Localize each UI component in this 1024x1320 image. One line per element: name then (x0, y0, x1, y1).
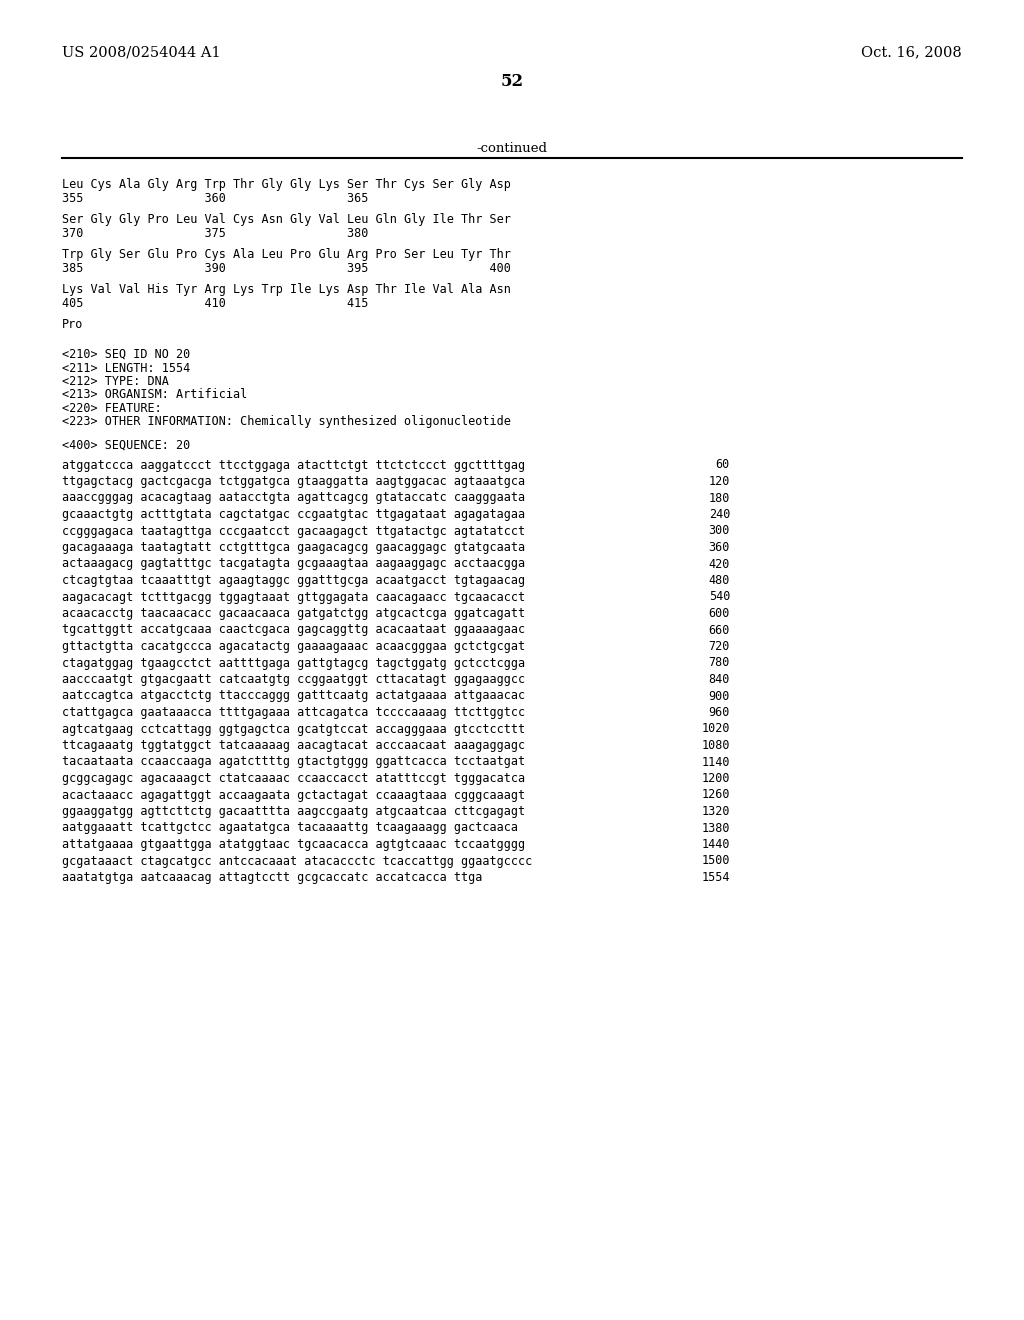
Text: <212> TYPE: DNA: <212> TYPE: DNA (62, 375, 169, 388)
Text: Trp Gly Ser Glu Pro Cys Ala Leu Pro Glu Arg Pro Ser Leu Tyr Thr: Trp Gly Ser Glu Pro Cys Ala Leu Pro Glu … (62, 248, 511, 261)
Text: ctagatggag tgaagcctct aattttgaga gattgtagcg tagctggatg gctcctcgga: ctagatggag tgaagcctct aattttgaga gattgta… (62, 656, 525, 669)
Text: -continued: -continued (476, 141, 548, 154)
Text: <210> SEQ ID NO 20: <210> SEQ ID NO 20 (62, 348, 190, 360)
Text: 1020: 1020 (701, 722, 730, 735)
Text: atggatccca aaggatccct ttcctggaga atacttctgt ttctctccct ggcttttgag: atggatccca aaggatccct ttcctggaga atacttc… (62, 458, 525, 471)
Text: aagacacagt tctttgacgg tggagtaaat gttggagata caacagaacc tgcaacacct: aagacacagt tctttgacgg tggagtaaat gttggag… (62, 590, 525, 603)
Text: ggaaggatgg agttcttctg gacaatttta aagccgaatg atgcaatcaa cttcgagagt: ggaaggatgg agttcttctg gacaatttta aagccga… (62, 805, 525, 818)
Text: 1380: 1380 (701, 821, 730, 834)
Text: ctcagtgtaa tcaaatttgt agaagtaggc ggatttgcga acaatgacct tgtagaacag: ctcagtgtaa tcaaatttgt agaagtaggc ggatttg… (62, 574, 525, 587)
Text: 60: 60 (716, 458, 730, 471)
Text: <223> OTHER INFORMATION: Chemically synthesized oligonucleotide: <223> OTHER INFORMATION: Chemically synt… (62, 416, 511, 429)
Text: aaatatgtga aatcaaacag attagtcctt gcgcaccatc accatcacca ttga: aaatatgtga aatcaaacag attagtcctt gcgcacc… (62, 871, 482, 884)
Text: aacccaatgt gtgacgaatt catcaatgtg ccggaatggt cttacatagt ggagaaggcc: aacccaatgt gtgacgaatt catcaatgtg ccggaat… (62, 673, 525, 686)
Text: 370                 375                 380: 370 375 380 (62, 227, 369, 240)
Text: 240: 240 (709, 508, 730, 521)
Text: 960: 960 (709, 706, 730, 719)
Text: Ser Gly Gly Pro Leu Val Cys Asn Gly Val Leu Gln Gly Ile Thr Ser: Ser Gly Gly Pro Leu Val Cys Asn Gly Val … (62, 213, 511, 226)
Text: ccgggagaca taatagttga cccgaatcct gacaagagct ttgatactgc agtatatcct: ccgggagaca taatagttga cccgaatcct gacaaga… (62, 524, 525, 537)
Text: gacagaaaga taatagtatt cctgtttgca gaagacagcg gaacaggagc gtatgcaata: gacagaaaga taatagtatt cctgtttgca gaagaca… (62, 541, 525, 554)
Text: 540: 540 (709, 590, 730, 603)
Text: <400> SEQUENCE: 20: <400> SEQUENCE: 20 (62, 440, 190, 451)
Text: <213> ORGANISM: Artificial: <213> ORGANISM: Artificial (62, 388, 247, 401)
Text: tacaataata ccaaccaaga agatcttttg gtactgtggg ggattcacca tcctaatgat: tacaataata ccaaccaaga agatcttttg gtactgt… (62, 755, 525, 768)
Text: 600: 600 (709, 607, 730, 620)
Text: Oct. 16, 2008: Oct. 16, 2008 (861, 45, 962, 59)
Text: 52: 52 (501, 74, 523, 91)
Text: 355                 360                 365: 355 360 365 (62, 191, 369, 205)
Text: agtcatgaag cctcattagg ggtgagctca gcatgtccat accagggaaa gtcctccttt: agtcatgaag cctcattagg ggtgagctca gcatgtc… (62, 722, 525, 735)
Text: 405                 410                 415: 405 410 415 (62, 297, 369, 310)
Text: Lys Val Val His Tyr Arg Lys Trp Ile Lys Asp Thr Ile Val Ala Asn: Lys Val Val His Tyr Arg Lys Trp Ile Lys … (62, 282, 511, 296)
Text: 1140: 1140 (701, 755, 730, 768)
Text: ttcagaaatg tggtatggct tatcaaaaag aacagtacat acccaacaat aaagaggagc: ttcagaaatg tggtatggct tatcaaaaag aacagta… (62, 739, 525, 752)
Text: 385                 390                 395                 400: 385 390 395 400 (62, 261, 511, 275)
Text: 720: 720 (709, 640, 730, 653)
Text: Pro: Pro (62, 318, 83, 331)
Text: 840: 840 (709, 673, 730, 686)
Text: 1080: 1080 (701, 739, 730, 752)
Text: Leu Cys Ala Gly Arg Trp Thr Gly Gly Lys Ser Thr Cys Ser Gly Asp: Leu Cys Ala Gly Arg Trp Thr Gly Gly Lys … (62, 178, 511, 191)
Text: gcggcagagc agacaaagct ctatcaaaac ccaaccacct atatttccgt tgggacatca: gcggcagagc agacaaagct ctatcaaaac ccaacca… (62, 772, 525, 785)
Text: <211> LENGTH: 1554: <211> LENGTH: 1554 (62, 362, 190, 375)
Text: 780: 780 (709, 656, 730, 669)
Text: 420: 420 (709, 557, 730, 570)
Text: 1500: 1500 (701, 854, 730, 867)
Text: 300: 300 (709, 524, 730, 537)
Text: US 2008/0254044 A1: US 2008/0254044 A1 (62, 45, 220, 59)
Text: 120: 120 (709, 475, 730, 488)
Text: 1554: 1554 (701, 871, 730, 884)
Text: tgcattggtt accatgcaaa caactcgaca gagcaggttg acacaataat ggaaaagaac: tgcattggtt accatgcaaa caactcgaca gagcagg… (62, 623, 525, 636)
Text: 1260: 1260 (701, 788, 730, 801)
Text: gttactgtta cacatgccca agacatactg gaaaagaaac acaacgggaa gctctgcgat: gttactgtta cacatgccca agacatactg gaaaaga… (62, 640, 525, 653)
Text: attatgaaaa gtgaattgga atatggtaac tgcaacacca agtgtcaaac tccaatgggg: attatgaaaa gtgaattgga atatggtaac tgcaaca… (62, 838, 525, 851)
Text: aatccagtca atgacctctg ttacccaggg gatttcaatg actatgaaaa attgaaacac: aatccagtca atgacctctg ttacccaggg gatttca… (62, 689, 525, 702)
Text: 1320: 1320 (701, 805, 730, 818)
Text: acactaaacc agagattggt accaagaata gctactagat ccaaagtaaa cgggcaaagt: acactaaacc agagattggt accaagaata gctacta… (62, 788, 525, 801)
Text: 360: 360 (709, 541, 730, 554)
Text: gcgataaact ctagcatgcc antccacaaat atacaccctc tcaccattgg ggaatgcccc: gcgataaact ctagcatgcc antccacaaat atacac… (62, 854, 532, 867)
Text: acaacacctg taacaacacc gacaacaaca gatgatctgg atgcactcga ggatcagatt: acaacacctg taacaacacc gacaacaaca gatgatc… (62, 607, 525, 620)
Text: 180: 180 (709, 491, 730, 504)
Text: 480: 480 (709, 574, 730, 587)
Text: actaaagacg gagtatttgc tacgatagta gcgaaagtaa aagaaggagc acctaacgga: actaaagacg gagtatttgc tacgatagta gcgaaag… (62, 557, 525, 570)
Text: <220> FEATURE:: <220> FEATURE: (62, 403, 162, 414)
Text: 1200: 1200 (701, 772, 730, 785)
Text: gcaaactgtg actttgtata cagctatgac ccgaatgtac ttgagataat agagatagaa: gcaaactgtg actttgtata cagctatgac ccgaatg… (62, 508, 525, 521)
Text: ttgagctacg gactcgacga tctggatgca gtaaggatta aagtggacac agtaaatgca: ttgagctacg gactcgacga tctggatgca gtaagga… (62, 475, 525, 488)
Text: 660: 660 (709, 623, 730, 636)
Text: 1440: 1440 (701, 838, 730, 851)
Text: 900: 900 (709, 689, 730, 702)
Text: aaaccgggag acacagtaag aatacctgta agattcagcg gtataccatc caagggaata: aaaccgggag acacagtaag aatacctgta agattca… (62, 491, 525, 504)
Text: aatggaaatt tcattgctcc agaatatgca tacaaaattg tcaagaaagg gactcaaca: aatggaaatt tcattgctcc agaatatgca tacaaaa… (62, 821, 518, 834)
Text: ctattgagca gaataaacca ttttgagaaa attcagatca tccccaaaag ttcttggtcc: ctattgagca gaataaacca ttttgagaaa attcaga… (62, 706, 525, 719)
